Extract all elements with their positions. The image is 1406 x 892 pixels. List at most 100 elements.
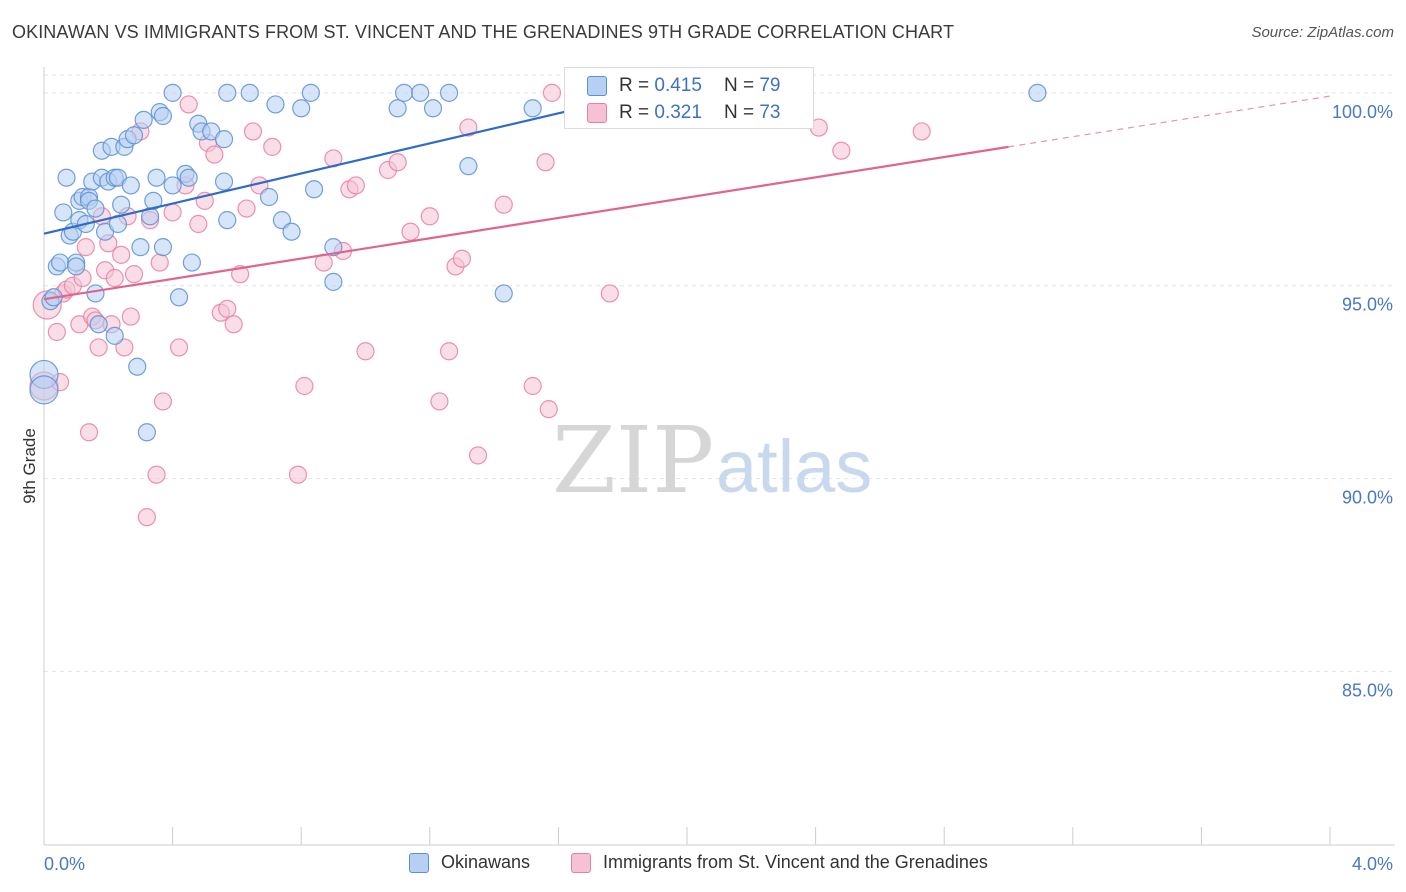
stats-legend: R = 0.415 N = 79 R = 0.321 N = 73 xyxy=(564,67,814,129)
immigrants-point xyxy=(459,118,478,137)
legend-r-value-okinawans: 0.415 xyxy=(654,75,702,96)
okinawans-point xyxy=(1028,83,1047,102)
okinawans-point xyxy=(50,253,70,272)
immigrants-point xyxy=(205,145,224,164)
series-legend: Okinawans Immigrants from St. Vincent an… xyxy=(0,852,1406,878)
immigrants-point xyxy=(494,195,513,214)
immigrants-point xyxy=(189,214,208,234)
y-tick-label: 85.0% xyxy=(1342,680,1393,700)
immigrants-point xyxy=(147,465,166,484)
immigrants-point xyxy=(401,222,420,241)
immigrants-point xyxy=(356,342,375,361)
immigrants-point xyxy=(430,392,449,411)
y-tick-labels: 85.0% 90.0% 95.0% 100.0% xyxy=(1332,102,1393,701)
legend-n-value-immigrants: 73 xyxy=(759,102,781,123)
okinawans-point xyxy=(169,288,189,307)
immigrants-legend-swatch xyxy=(571,852,591,873)
okinawans-point xyxy=(128,357,147,376)
okinawans-point xyxy=(179,168,198,187)
okinawans-point xyxy=(134,110,153,129)
okinawans-point xyxy=(292,99,311,118)
okinawans-point xyxy=(182,253,201,272)
immigrants-point xyxy=(169,338,189,357)
okinawans-point xyxy=(423,99,443,118)
okinawans-point xyxy=(54,203,73,222)
immigrants-point xyxy=(243,122,263,141)
legend-row-immigrants: R = 0.321 N = 73 xyxy=(587,101,780,125)
immigrants-point xyxy=(388,153,407,172)
source-label: Source: ZipAtlas.com xyxy=(1251,24,1394,41)
okinawans-point xyxy=(394,83,414,102)
legend-row-okinawans: R = 0.415 N = 79 xyxy=(587,74,780,98)
immigrants-point xyxy=(237,199,256,218)
immigrants-point xyxy=(163,203,182,222)
y-tick-label: 100.0% xyxy=(1332,102,1393,122)
watermark-zip: ZIP xyxy=(552,407,714,514)
legend-label-immigrants: Immigrants from St. Vincent and the Gren… xyxy=(603,852,988,872)
okinawans-point xyxy=(388,99,407,118)
okinawans-point xyxy=(411,83,430,102)
okinawans-point xyxy=(121,176,140,195)
okinawans-point xyxy=(301,83,320,102)
immigrants-point xyxy=(137,508,156,527)
immigrants-point xyxy=(218,299,237,318)
okinawans-point xyxy=(259,187,279,207)
okinawans-point xyxy=(144,191,163,210)
immigrants-point xyxy=(76,238,95,257)
immigrants-point xyxy=(179,95,198,114)
immigrants-point xyxy=(288,465,308,484)
legend-n-label: N = xyxy=(723,75,755,96)
x-tick-label: 4.0% xyxy=(1352,854,1393,874)
immigrants-point xyxy=(420,207,439,226)
watermark: ZIP atlas xyxy=(552,407,872,514)
okinawans-point xyxy=(523,99,542,118)
y-tick-label: 95.0% xyxy=(1342,295,1393,315)
immigrants-point xyxy=(439,342,459,361)
okinawans-point xyxy=(266,95,285,114)
okinawans-point xyxy=(240,83,259,102)
immigrants-point xyxy=(452,249,472,268)
legend-label-okinawans: Okinawans xyxy=(441,852,531,872)
watermark-atlas: atlas xyxy=(716,425,872,508)
okinawans-point xyxy=(124,126,144,145)
okinawans-point xyxy=(218,83,237,102)
okinawans-point xyxy=(163,83,182,102)
immigrants-point xyxy=(600,284,619,303)
immigrants-point xyxy=(89,338,108,357)
x-tick-labels: 0.0% 4.0% xyxy=(44,854,1393,874)
immigrants-point xyxy=(121,307,140,326)
immigrants-point xyxy=(263,137,282,156)
okinawans-point xyxy=(218,211,237,230)
immigrants-point xyxy=(832,141,851,160)
legend-r-value-immigrants: 0.321 xyxy=(654,102,702,123)
immigrants-point xyxy=(523,376,542,396)
okinawans-point xyxy=(324,272,343,291)
grid-lines xyxy=(44,74,1395,672)
okinawans-point xyxy=(57,168,76,187)
immigrants-swatch xyxy=(587,103,607,123)
okinawans-point xyxy=(282,222,301,241)
okinawans-point xyxy=(153,106,173,126)
immigrants-point xyxy=(153,392,173,411)
okinawans-point xyxy=(494,284,513,303)
okinawans-point xyxy=(112,195,131,214)
okinawans-point xyxy=(324,238,343,257)
okinawans-point xyxy=(304,180,324,199)
immigrants-trend-extension xyxy=(1008,95,1331,148)
okinawans-point xyxy=(214,130,234,149)
okinawans-point xyxy=(105,326,124,345)
y-tick-label: 90.0% xyxy=(1342,488,1393,508)
legend-n-value-okinawans: 79 xyxy=(759,75,781,96)
immigrants-trend-line xyxy=(43,145,1009,301)
okinawans-swatch xyxy=(587,76,607,96)
okinawans-point xyxy=(86,284,105,303)
immigrants-point xyxy=(112,245,131,264)
immigrants-point xyxy=(542,83,562,102)
immigrants-point xyxy=(539,400,558,419)
okinawans-point xyxy=(137,423,156,442)
immigrants-point xyxy=(912,122,931,141)
immigrants-point xyxy=(468,446,488,465)
axes xyxy=(43,67,1395,846)
okinawans-point xyxy=(89,315,108,334)
